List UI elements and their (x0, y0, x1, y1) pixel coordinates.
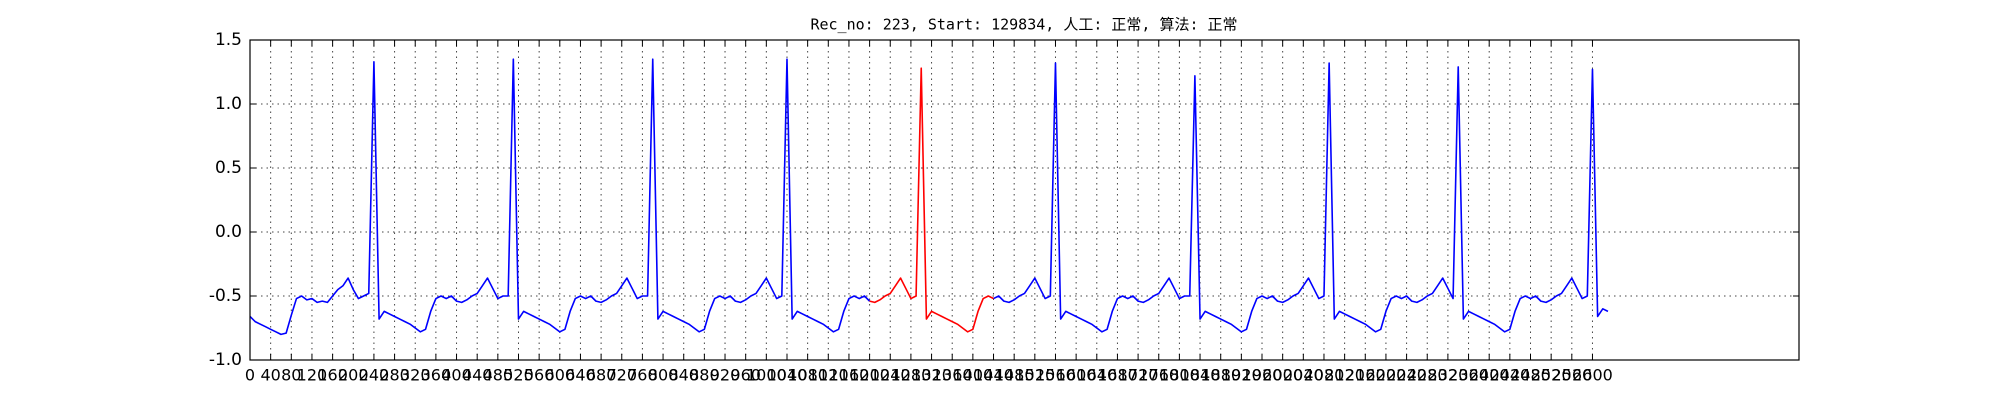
y-tick-label: -0.5 (209, 286, 242, 306)
x-tick-label: 1320 (911, 366, 952, 385)
x-tick-label: 1800 (1159, 366, 1200, 385)
y-tick-label: 1.0 (215, 94, 242, 114)
x-tick-label: 2120 (1324, 366, 1365, 385)
x-tick-label: 1600 (1056, 366, 1097, 385)
x-tick-label: 1960 (1242, 366, 1283, 385)
x-tick-label: 1160 (829, 366, 870, 385)
x-tick-label: 2080 (1304, 366, 1345, 385)
x-tick-label: 960 (730, 366, 761, 385)
chart-title: Rec_no: 223, Start: 129834, 人工: 正常, 算法: … (810, 16, 1237, 34)
x-tick-label: 1920 (1221, 366, 1262, 385)
x-tick-label: 1040 (767, 366, 808, 385)
x-tick-label: 1480 (994, 366, 1035, 385)
x-tick-label: 1280 (891, 366, 932, 385)
plot-frame (249, 39, 1800, 361)
x-tick-label: 1520 (1014, 366, 1055, 385)
x-tick-label: 1120 (808, 366, 849, 385)
x-tick-label: 2240 (1386, 366, 1427, 385)
x-tick-label: 440 (462, 366, 493, 385)
x-tick-label: 800 (648, 366, 679, 385)
x-tick-label: 1760 (1138, 366, 1179, 385)
x-tick-label: 1360 (932, 366, 973, 385)
x-tick-label: 1640 (1076, 366, 1117, 385)
x-tick-label: 1240 (870, 366, 911, 385)
x-tick-label: 320 (400, 366, 431, 385)
x-tick-label: 2040 (1283, 366, 1324, 385)
x-tick-label: 1000 (746, 366, 787, 385)
x-tick-label: 1880 (1200, 366, 1241, 385)
x-tick-label: 160 (317, 366, 348, 385)
x-tick-label: 1680 (1097, 366, 1138, 385)
x-tick-label: 360 (421, 366, 452, 385)
x-tick-label: 520 (503, 366, 534, 385)
y-tick-label: -1.0 (209, 350, 242, 370)
line-series (869, 67, 994, 333)
x-tick-label: 1200 (849, 366, 890, 385)
x-tick-label: 2160 (1345, 366, 1386, 385)
x-tick-label: 880 (689, 366, 720, 385)
x-tick-label: 2560 (1551, 366, 1592, 385)
x-tick-label: 2200 (1366, 366, 1407, 385)
x-tick-label: 2320 (1428, 366, 1469, 385)
line-series (249, 58, 1609, 336)
x-tick-label: 600 (545, 366, 576, 385)
x-tick-label: 2400 (1469, 366, 1510, 385)
y-tick-label: 0.5 (215, 158, 242, 178)
x-tick-label: 400 (441, 366, 472, 385)
x-tick-label: 40 (260, 366, 280, 385)
x-tick-label: 0 (245, 366, 255, 385)
x-tick-label: 2520 (1531, 366, 1572, 385)
y-tick-label: 0.0 (215, 222, 242, 242)
x-tick-label: 2280 (1407, 366, 1448, 385)
x-tick-label: 2480 (1510, 366, 1551, 385)
x-tick-label: 1720 (1118, 366, 1159, 385)
x-tick-label: 920 (710, 366, 741, 385)
x-tick-label: 2000 (1262, 366, 1303, 385)
x-tick-label: 480 (483, 366, 514, 385)
x-tick-label: 560 (524, 366, 555, 385)
x-tick-label: 120 (297, 366, 328, 385)
x-tick-label: 840 (668, 366, 699, 385)
x-tick-label: 680 (586, 366, 617, 385)
x-tick-label: 2440 (1489, 366, 1530, 385)
x-tick-label: 80 (281, 366, 301, 385)
x-tick-label: 1080 (787, 366, 828, 385)
x-tick-label: 2600 (1572, 366, 1613, 385)
x-tick-label: 1400 (953, 366, 994, 385)
x-tick-label: 1840 (1180, 366, 1221, 385)
x-tick-label: 640 (565, 366, 596, 385)
x-tick-label: 280 (379, 366, 410, 385)
x-tick-label: 1440 (973, 366, 1014, 385)
y-tick-label: 1.5 (215, 30, 242, 50)
x-tick-label: 720 (606, 366, 637, 385)
x-tick-label: 240 (359, 366, 390, 385)
x-tick-label: 760 (627, 366, 658, 385)
x-tick-label: 2360 (1448, 366, 1489, 385)
x-tick-label: 1560 (1035, 366, 1076, 385)
x-tick-label: 200 (338, 366, 369, 385)
